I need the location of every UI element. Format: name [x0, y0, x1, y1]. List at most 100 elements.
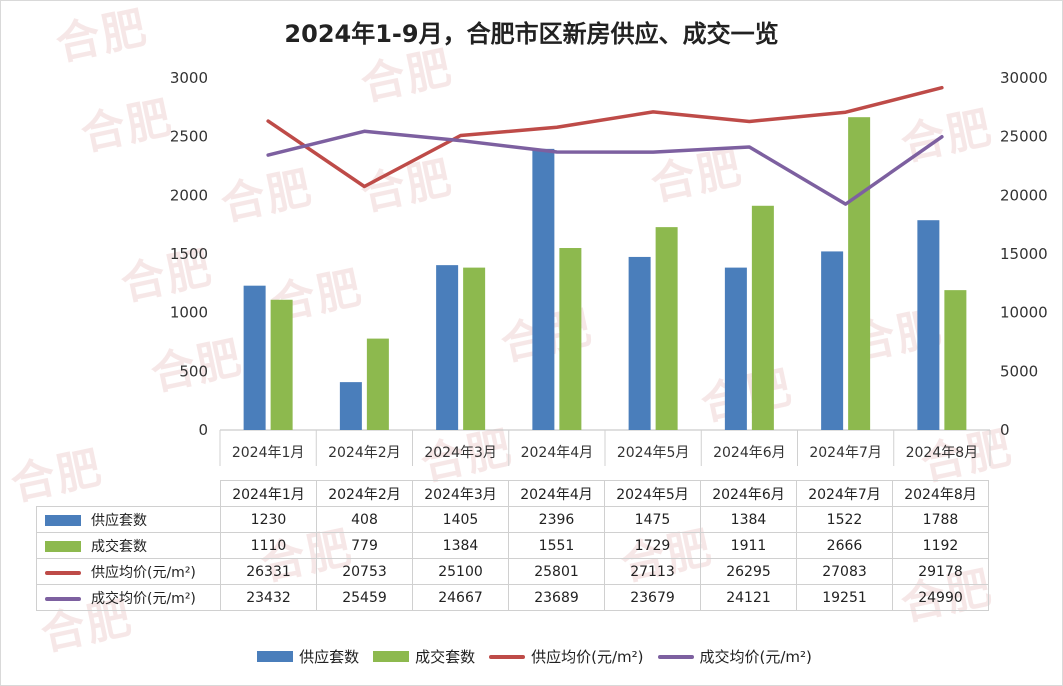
legend-swatch — [373, 651, 410, 662]
table-cell: 25100 — [412, 558, 509, 585]
left-axis-tick-label: 3000 — [170, 69, 208, 87]
right-axis-tick-label: 10000 — [1000, 304, 1048, 322]
table-cell: 27113 — [604, 558, 701, 585]
series-swatch — [45, 541, 81, 552]
left-axis-tick-label: 500 — [179, 362, 208, 380]
table-cell: 24990 — [892, 584, 989, 611]
series-name: 供应套数 — [91, 512, 147, 529]
left-axis-tick-label: 1500 — [170, 245, 208, 263]
table-cell: 1729 — [604, 532, 701, 559]
table-row: 供应套数 1230 408 1405 2396 1475 1384 1522 1788 — [36, 506, 989, 533]
bar-supply — [628, 256, 651, 430]
data-table: 2024年1月 2024年2月 2024年3月 2024年4月 2024年5月 2024年… — [36, 480, 989, 611]
x-axis-tick-label: 2024年1月 — [232, 445, 305, 461]
table-cell: 1911 — [700, 532, 797, 559]
x-axis-tick-label: 2024年8月 — [906, 445, 979, 461]
legend-item: 供应均价(元/m²) — [483, 646, 644, 667]
table-cell: 1551 — [508, 532, 605, 559]
table-column-header: 2024年6月 — [700, 480, 797, 507]
right-axis-tick-label: 5000 — [1000, 362, 1038, 380]
x-axis-tick-label: 2024年3月 — [424, 445, 497, 461]
legend-swatch — [257, 651, 294, 662]
table-cell: 24667 — [412, 584, 509, 611]
left-axis-tick-label: 2000 — [170, 186, 208, 204]
line-supply-price — [266, 85, 944, 189]
table-cell: 25801 — [508, 558, 605, 585]
line-deal-price — [266, 129, 944, 206]
right-axis-tick-label: 0 — [1000, 421, 1010, 439]
table-row: 成交均价(元/m²) 23432 25459 24667 23689 23679 24121… — [36, 584, 989, 611]
table-cell: 2396 — [508, 506, 605, 533]
legend-label: 供应套数 — [299, 648, 360, 666]
table-cell: 26295 — [700, 558, 797, 585]
series-name: 成交套数 — [91, 538, 147, 555]
left-axis-tick-label: 0 — [198, 421, 208, 439]
table-cell: 23679 — [604, 584, 701, 611]
table-row-header: 供应套数 — [36, 506, 221, 533]
series-swatch — [45, 596, 81, 601]
chart-title: 2024年1-9月，合肥市区新房供应、成交一览 — [284, 20, 779, 48]
table-cell: 408 — [316, 506, 413, 533]
right-axis-tick-label: 30000 — [1000, 69, 1048, 87]
bar-deal — [463, 267, 486, 430]
bar-supply — [243, 285, 266, 430]
series-name: 供应均价(元/m²) — [91, 564, 196, 581]
x-axis-tick-label: 2024年4月 — [521, 445, 594, 461]
table-cell: 19251 — [796, 584, 893, 611]
table-cell: 23689 — [508, 584, 605, 611]
bar-supply — [724, 267, 747, 430]
legend-label: 供应均价(元/m²) — [531, 648, 644, 666]
table-cell: 1192 — [892, 532, 989, 559]
legend-label: 成交套数 — [415, 648, 476, 666]
x-axis-tick-label: 2024年7月 — [809, 445, 882, 461]
bar-deal — [559, 248, 582, 430]
bar-deal — [366, 338, 389, 430]
legend-item: 供应套数 — [251, 646, 359, 667]
table-column-header: 2024年5月 — [604, 480, 701, 507]
table-column-header: 2024年7月 — [796, 480, 893, 507]
legend-item: 成交均价(元/m²) — [652, 646, 812, 667]
bar-supply — [339, 382, 362, 430]
table-cell: 1384 — [412, 532, 509, 559]
table-cell: 23432 — [220, 584, 317, 611]
legend-item: 成交套数 — [367, 646, 475, 667]
table-header-row: 2024年1月 2024年2月 2024年3月 2024年4月 2024年5月 2024年… — [36, 480, 989, 507]
table-cell: 29178 — [892, 558, 989, 585]
bar-deal — [270, 299, 293, 430]
series-swatch — [45, 570, 81, 575]
table-cell: 20753 — [316, 558, 413, 585]
bar-deal — [751, 205, 774, 430]
right-axis-tick-label: 25000 — [1000, 128, 1048, 146]
table-cell: 1788 — [892, 506, 989, 533]
x-axis-tick-label: 2024年2月 — [328, 445, 401, 461]
table-cell: 27083 — [796, 558, 893, 585]
legend-swatch — [489, 654, 526, 659]
table-cell: 1475 — [604, 506, 701, 533]
left-axis-tick-label: 1000 — [170, 304, 208, 322]
table-cell: 779 — [316, 532, 413, 559]
bar-supply — [821, 251, 844, 430]
table-row-header: 成交均价(元/m²) — [36, 584, 221, 611]
table-row-header: 成交套数 — [36, 532, 221, 559]
table-cell: 26331 — [220, 558, 317, 585]
table-column-header: 2024年3月 — [412, 480, 509, 507]
table-row: 成交套数 1110 779 1384 1551 1729 1911 2666 1192 — [36, 532, 989, 559]
bar-deal — [848, 117, 871, 430]
table-cell: 25459 — [316, 584, 413, 611]
table-row-header: 供应均价(元/m²) — [36, 558, 221, 585]
bar-deal — [944, 290, 967, 430]
table-row: 供应均价(元/m²) 26331 20753 25100 25801 27113 26295… — [36, 558, 989, 585]
bar-supply — [532, 148, 555, 431]
legend-swatch — [657, 654, 694, 659]
table-cell: 1522 — [796, 506, 893, 533]
right-axis-tick-label: 15000 — [1000, 245, 1048, 263]
table-cell: 1405 — [412, 506, 509, 533]
legend: 供应套数 成交套数 供应均价(元/m²) 成交均价(元/m²) — [0, 646, 1063, 667]
table-cell: 1110 — [220, 532, 317, 559]
table-corner — [36, 480, 221, 507]
left-axis-tick-label: 2500 — [170, 128, 208, 146]
table-cell: 24121 — [700, 584, 797, 611]
bar-supply — [917, 220, 940, 430]
x-axis-tick-label: 2024年5月 — [617, 445, 690, 461]
